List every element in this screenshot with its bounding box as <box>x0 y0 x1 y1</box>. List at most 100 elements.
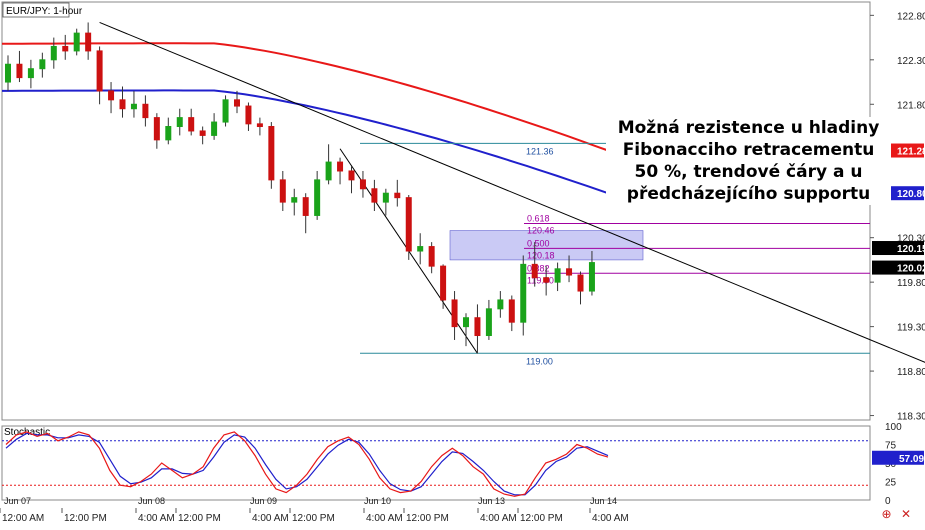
x-day-label: Jun 08 <box>138 496 165 506</box>
annotation-line: Fibonacciho retracementu <box>622 140 875 160</box>
candle-body <box>256 123 263 128</box>
candle-body <box>176 117 183 128</box>
candle-body <box>566 268 573 276</box>
candle-body <box>359 179 366 190</box>
candle-body <box>485 308 492 337</box>
stochastic-tick-label: 0 <box>885 496 891 507</box>
candle-body <box>268 126 275 181</box>
y-tick-label: 119.30 <box>897 323 925 334</box>
title-box <box>2 2 70 18</box>
candle-body <box>337 161 344 172</box>
candle-body <box>371 188 378 203</box>
price-tag-label: 120.02 <box>897 264 925 275</box>
fibonacci-ratio-label: 0.382 <box>527 263 550 273</box>
candle-body <box>62 45 69 52</box>
y-tick-label: 118.80 <box>897 367 925 378</box>
y-tick-label: 122.30 <box>897 56 925 67</box>
candle-body <box>16 63 23 79</box>
x-tick-label: 12:00 PM <box>292 513 335 524</box>
candle-body <box>5 63 11 83</box>
candle-body <box>188 117 195 132</box>
candle-body <box>39 59 46 70</box>
stochastic-tick-label: 100 <box>885 422 902 433</box>
candle-body <box>497 299 504 310</box>
fibonacci-price-label: 120.46 <box>527 225 555 235</box>
y-tick-label: 121.80 <box>897 100 925 111</box>
candle-body <box>108 90 115 101</box>
candle-body <box>428 246 435 267</box>
candle-body <box>165 126 172 141</box>
stochastic-tick-label: 75 <box>885 441 897 452</box>
x-tick-label: 12:00 AM <box>2 513 44 524</box>
y-tick-label: 119.80 <box>897 278 925 289</box>
candle-body <box>394 192 401 199</box>
candle-body <box>302 197 309 216</box>
resistance-zone <box>449 230 644 261</box>
price-tag-label: 120.80 <box>897 189 925 200</box>
candle-body <box>577 274 584 292</box>
stochastic-value-tag <box>872 450 924 465</box>
candle-body <box>325 161 332 181</box>
stochastic-tick-label: 25 <box>885 478 897 489</box>
candle-body <box>531 263 538 279</box>
annotation-line: 50 %, trendové čáry a u <box>634 162 863 182</box>
annotation-box: Možná rezistence u hladiny Fibonacciho r… <box>606 117 891 205</box>
candle-body <box>451 299 458 328</box>
price-tag-label: 120.15 <box>897 244 925 255</box>
x-tick-label: 4:00 AM <box>480 513 517 524</box>
x-tick-label: 4:00 AM <box>138 513 175 524</box>
x-day-label: Jun 13 <box>478 496 505 506</box>
close-icon[interactable]: ✕ <box>900 507 911 521</box>
x-day-label: Jun 09 <box>250 496 277 506</box>
candle-body <box>405 197 412 252</box>
candle-body <box>234 99 240 107</box>
candle-body <box>588 262 595 292</box>
fibonacci-ratio-label: 0.618 <box>527 213 550 223</box>
fibonacci-price-label: 119.90 <box>527 275 554 285</box>
candle-body <box>291 197 298 203</box>
x-tick-label: 4:00 AM <box>252 513 289 524</box>
x-tick-label: 12:00 PM <box>178 513 221 524</box>
candle-body <box>474 317 481 337</box>
candle-body <box>440 265 447 301</box>
candle-body <box>73 32 80 52</box>
trendline <box>99 21 925 363</box>
candle-body <box>508 299 515 323</box>
x-day-label: Jun 07 <box>4 496 31 506</box>
fibonacci-price-label: 120.18 <box>527 250 555 260</box>
candle-body <box>85 32 92 52</box>
price-tag <box>872 260 924 275</box>
y-tick-label: 122.80 <box>897 11 925 22</box>
x-day-label: Jun 14 <box>590 496 617 506</box>
x-day-label: Jun 10 <box>364 496 391 506</box>
annotation-line: Možná rezistence u hladiny <box>617 118 880 138</box>
y-tick-label: 118.30 <box>897 412 925 423</box>
candle-body <box>520 263 527 323</box>
toolbar-icons: ⊕ ✕ <box>876 507 911 521</box>
candle-body <box>96 50 103 92</box>
candle-body <box>211 121 218 136</box>
moving-average-line <box>1 42 609 152</box>
level-label: 121.36 <box>526 146 554 156</box>
fibonacci-ratio-label: 0.500 <box>527 238 550 248</box>
candle-body <box>348 170 355 181</box>
stochastic-line <box>5 432 609 496</box>
candle-body <box>199 130 206 136</box>
crosshair-icon[interactable]: ⊕ <box>881 507 892 521</box>
candle-body <box>142 103 149 119</box>
x-tick-label: 12:00 PM <box>520 513 563 524</box>
price-tag-label: 121.28 <box>897 147 925 158</box>
candle-body <box>119 99 126 110</box>
x-tick-label: 12:00 PM <box>406 513 449 524</box>
candle-body <box>153 117 160 141</box>
candle-body <box>463 317 469 328</box>
candle-body <box>222 99 229 123</box>
chart-title: EUR/JPY: 1-hour <box>6 6 83 17</box>
candle-body <box>27 68 34 79</box>
price-tag <box>872 241 924 256</box>
annotation-line: předcházejícího supportu <box>626 184 871 204</box>
candle-body <box>130 103 137 110</box>
candle-body <box>245 105 252 125</box>
